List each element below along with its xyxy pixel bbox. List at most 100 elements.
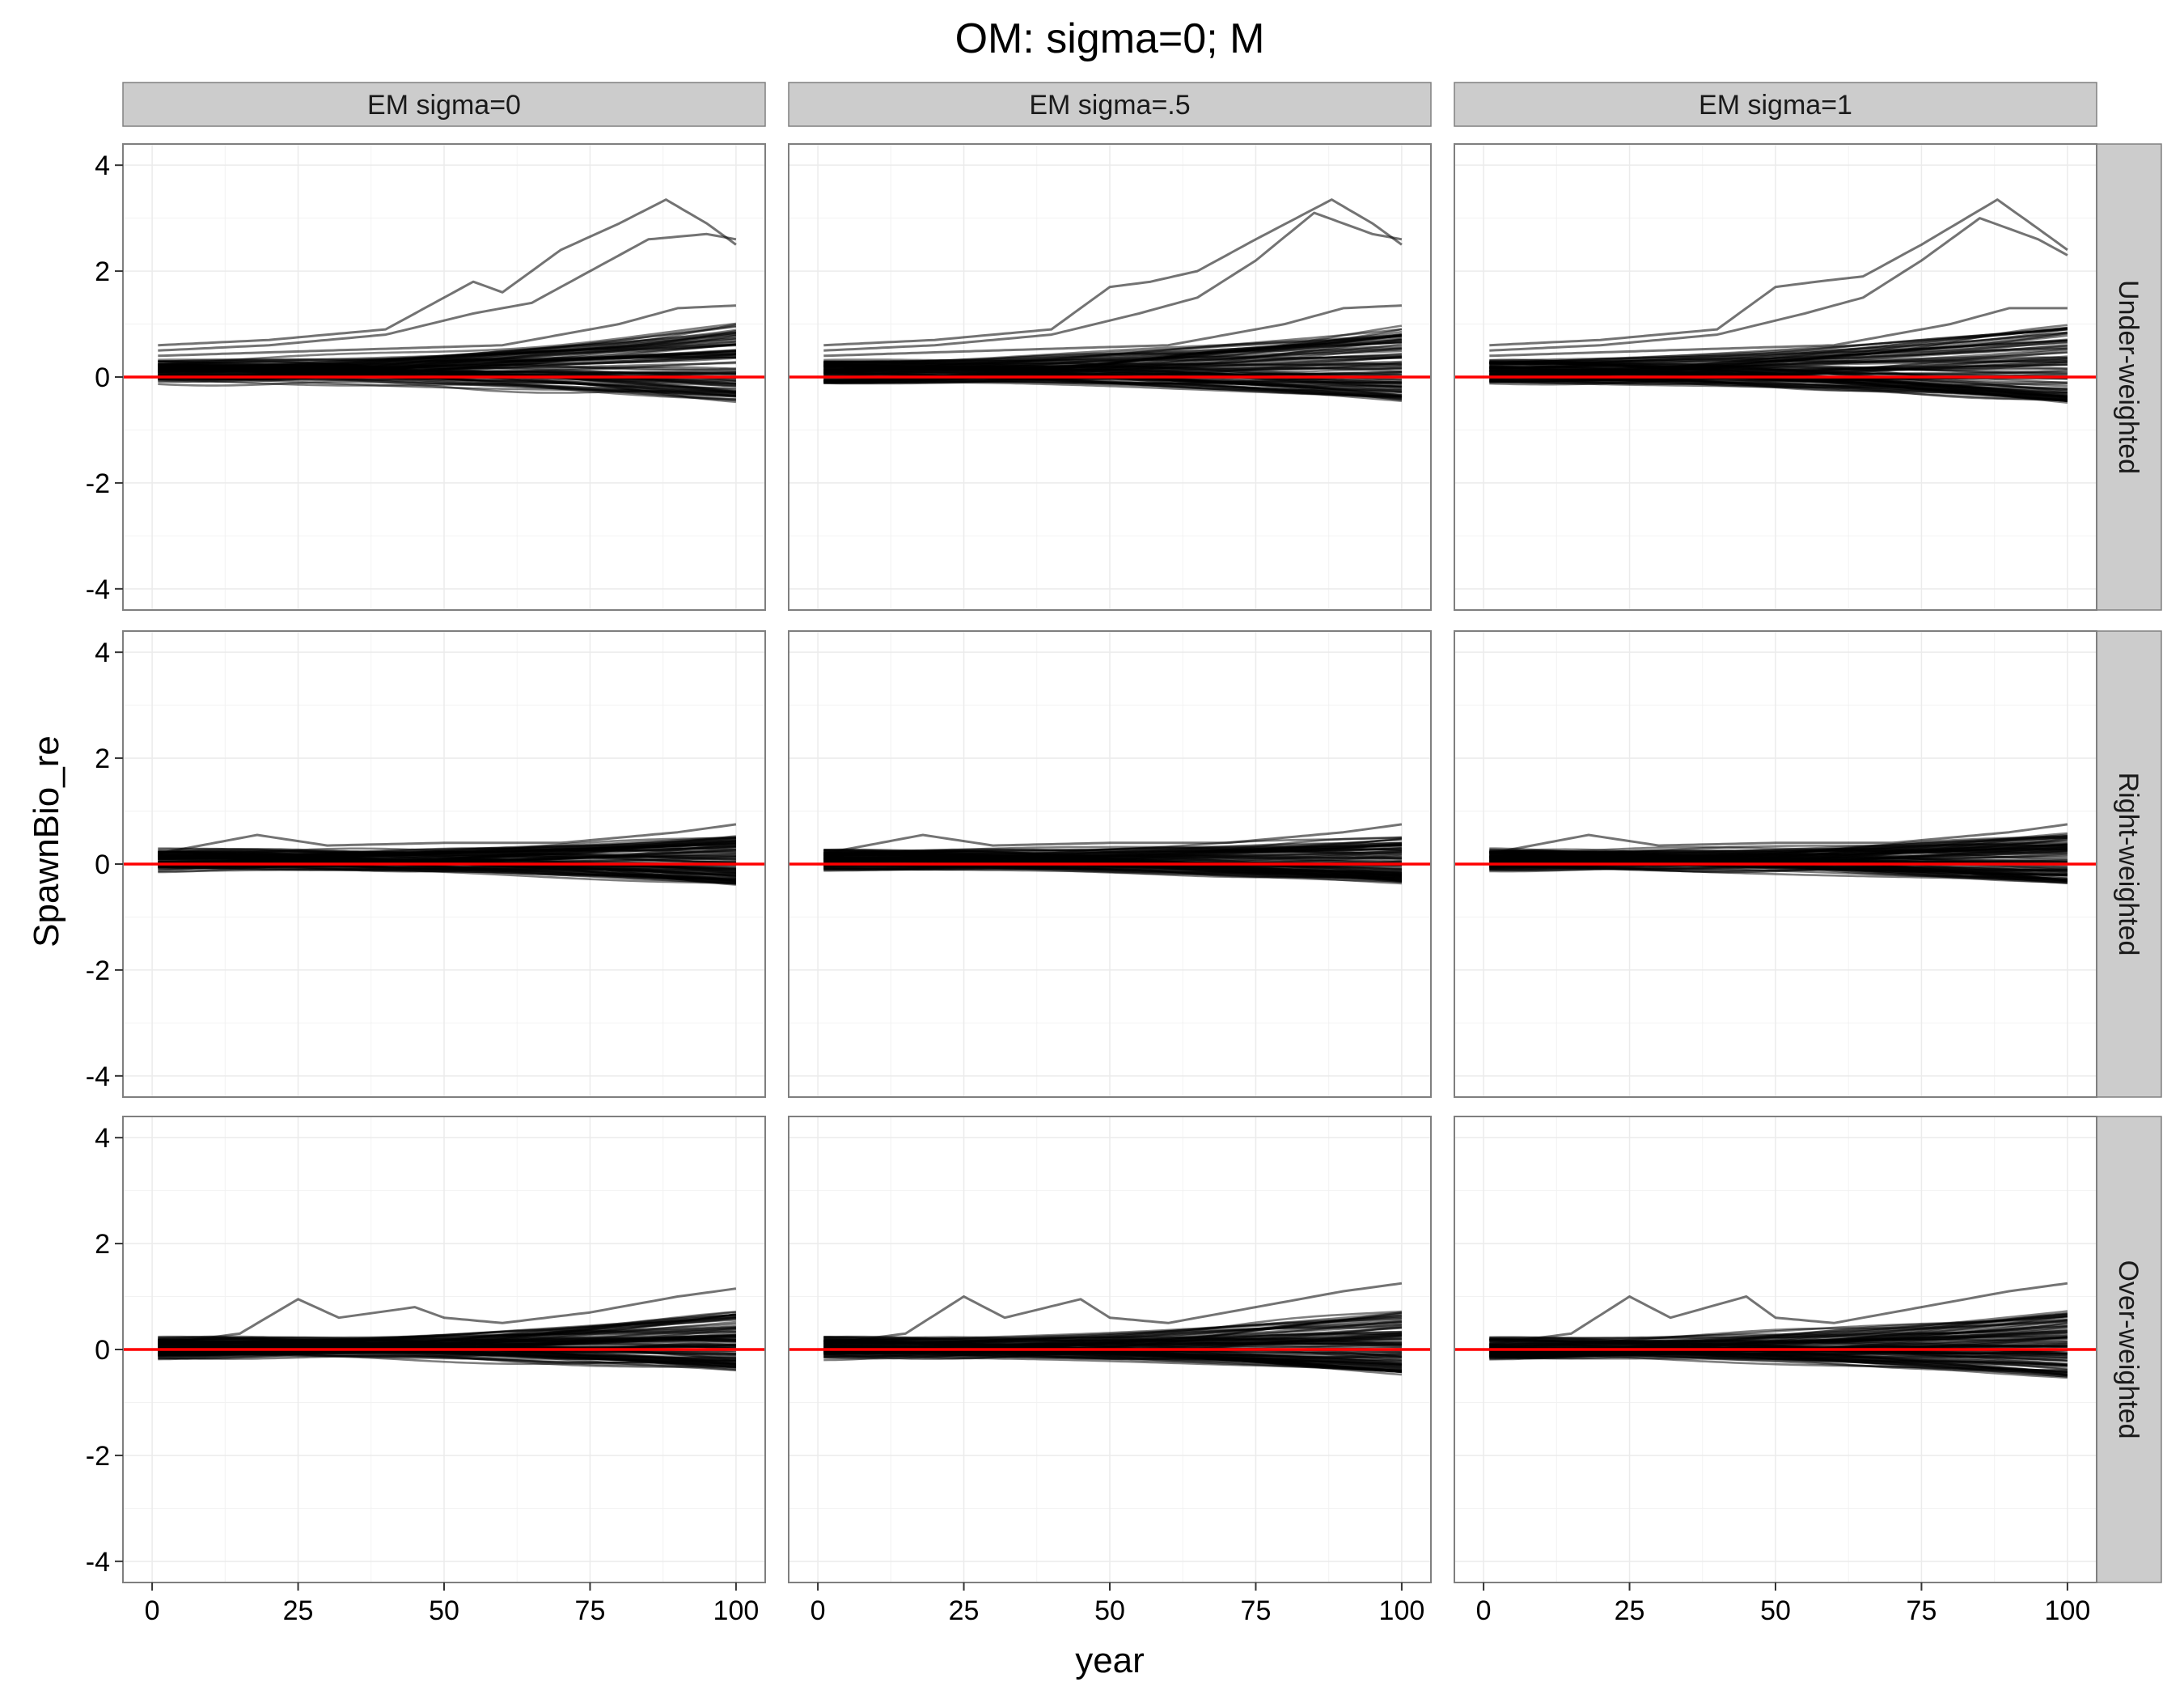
series-line: [823, 1333, 1402, 1355]
x-tick-label: 25: [949, 1595, 980, 1626]
highlighted-series-line: [158, 198, 737, 347]
x-tick-label: 0: [1476, 1595, 1492, 1626]
series-line: [823, 377, 1402, 398]
series-line: [1489, 837, 2068, 855]
series-line: [823, 847, 1402, 859]
row-strip: Right-weighted: [2096, 630, 2162, 1098]
series-line: [158, 1338, 736, 1347]
y-tick-label: 2: [95, 256, 110, 287]
plot-title: OM: sigma=0; M: [955, 15, 1265, 62]
strip-background: [1454, 82, 2097, 127]
highlighted-series-line: [158, 304, 736, 358]
highlighted-series-line: [1489, 1282, 2068, 1345]
x-tick-label: 75: [1907, 1595, 1937, 1626]
y-tick-label: 2: [95, 1229, 110, 1260]
column-strip-label: EM sigma=0: [367, 90, 521, 121]
series-line: [823, 1320, 1402, 1341]
facet-panel: [788, 143, 1432, 611]
facet-panel: [788, 630, 1432, 1098]
series-line: [158, 370, 736, 395]
row-strip-label: Over-weighted: [2113, 1260, 2144, 1438]
facet-panel: 0 25 50 75 100: [1454, 1116, 2097, 1626]
series-line: [1489, 365, 2068, 373]
y-tick-label: 0: [95, 362, 110, 393]
column-strip: EM sigma=1: [1454, 82, 2097, 127]
highlighted-series-line: [1489, 198, 2068, 347]
strip-background: [2096, 143, 2162, 611]
series-line: [158, 360, 737, 397]
row-strip: Under-weighted: [2096, 143, 2162, 611]
column-strip-label: EM sigma=.5: [1029, 90, 1190, 121]
highlighted-series-line: [158, 1287, 737, 1345]
series-line: [158, 854, 736, 868]
y-tick-label: -4: [86, 1547, 110, 1578]
panel-border: [788, 630, 1432, 1098]
x-tick-label: 25: [1615, 1595, 1645, 1626]
highlighted-series-line: [823, 211, 1403, 352]
x-tick-label: 100: [1379, 1595, 1425, 1626]
series-line: [823, 364, 1402, 388]
row-strip: Over-weighted: [2096, 1116, 2162, 1583]
facet-panel: -4 -2 0 2 4: [86, 630, 766, 1098]
x-tick-label: 0: [811, 1595, 826, 1626]
series-line: [1489, 1318, 2068, 1346]
y-tick-label: -4: [86, 1061, 110, 1092]
y-axis-title: SpawnBio_re: [27, 735, 66, 947]
y-tick-label: -4: [86, 574, 110, 605]
panel-border: [1454, 630, 2097, 1098]
panel-border: [1454, 143, 2097, 611]
series-line: [823, 850, 1403, 881]
facet-grid: EM sigma=0 EM sigma=.5 EM sigma=1 Under-wei…: [86, 82, 2162, 1626]
facet-panel: -4 -2 0 2 4: [86, 143, 766, 611]
series-line: [823, 1340, 1402, 1371]
x-tick-label: 50: [429, 1595, 459, 1626]
facet-panel: [1454, 143, 2097, 611]
highlighted-series-line: [158, 823, 737, 855]
series-line: [158, 343, 737, 375]
column-strip-label: EM sigma=1: [1699, 90, 1852, 121]
y-tick-label: 2: [95, 744, 110, 774]
facet-panel: 0 25 50 75 100: [788, 1116, 1432, 1626]
y-tick-label: -2: [86, 1441, 110, 1472]
highlighted-series-line: [823, 198, 1403, 347]
strip-background: [2096, 1116, 2162, 1583]
series-line: [823, 379, 1402, 388]
highlighted-series-line: [1489, 823, 2068, 855]
x-tick-label: 25: [283, 1595, 314, 1626]
highlighted-series-line: [1489, 217, 2068, 352]
series-line: [158, 1343, 736, 1356]
y-tick-label: 4: [95, 638, 110, 668]
series-line: [158, 843, 736, 858]
row-strip-label: Right-weighted: [2113, 773, 2144, 956]
y-tick-label: 0: [95, 1335, 110, 1366]
series-line: [1489, 842, 2068, 854]
y-tick-label: -2: [86, 468, 110, 499]
facet-panel: [1454, 630, 2097, 1098]
series-line: [1489, 1334, 2068, 1342]
series-line: [1489, 347, 2068, 362]
x-axis-title: year: [1075, 1641, 1145, 1680]
series-line: [1489, 355, 2068, 375]
series-line: [158, 863, 736, 874]
y-tick-label: 0: [95, 850, 110, 880]
highlighted-series-line: [1489, 307, 2068, 358]
series-line: [1489, 866, 2068, 876]
column-strip: EM sigma=0: [122, 82, 766, 127]
strip-background: [788, 82, 1432, 127]
x-tick-label: 50: [1760, 1595, 1791, 1626]
series-line: [1489, 379, 2068, 401]
x-tick-label: 0: [145, 1595, 160, 1626]
column-strip: EM sigma=.5: [788, 82, 1432, 127]
strip-background: [122, 82, 766, 127]
highlighted-series-line: [823, 304, 1402, 358]
series-line: [158, 850, 736, 862]
highlighted-series-line: [158, 232, 737, 352]
facet-panel: -4 -2 0 2 4 0 25 50 75 100: [86, 1116, 766, 1626]
series-line: [158, 1350, 736, 1369]
x-tick-label: 100: [713, 1595, 760, 1626]
x-tick-label: 75: [575, 1595, 606, 1626]
row-strip-label: Under-weighted: [2113, 280, 2144, 474]
strip-background: [2096, 630, 2162, 1098]
series-line: [823, 366, 1402, 376]
